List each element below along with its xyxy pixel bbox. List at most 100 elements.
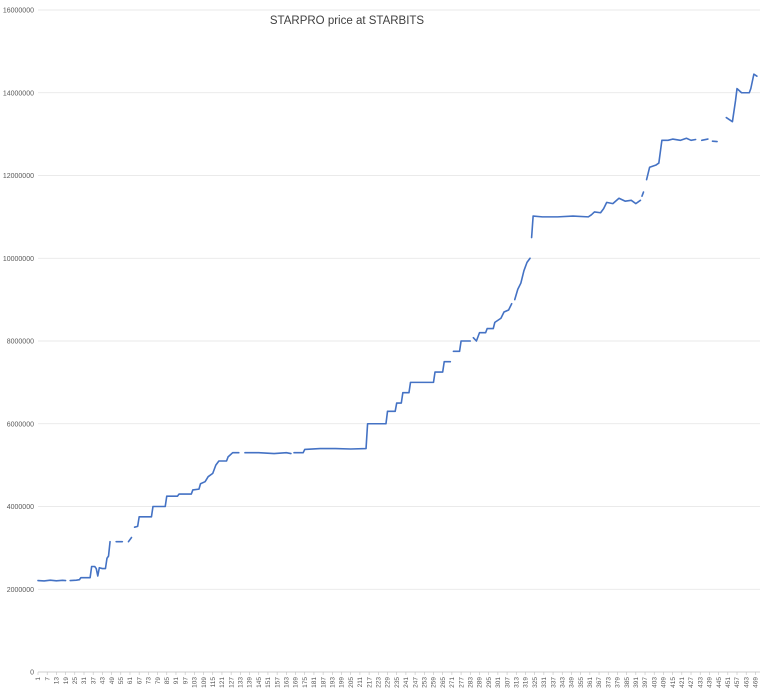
x-tick-label: 205 [348, 677, 355, 688]
x-tick-label: 391 [633, 677, 640, 688]
series-segment [37, 579, 67, 582]
x-tick-label: 427 [688, 677, 695, 688]
x-tick-label: 121 [219, 677, 226, 688]
x-tick-label: 361 [587, 677, 594, 688]
x-tick-label: 163 [284, 677, 291, 688]
series-segment [452, 340, 472, 353]
x-tick-label: 403 [651, 677, 658, 688]
x-tick-label: 283 [467, 677, 474, 688]
x-tick-label: 49 [109, 677, 116, 685]
x-tick-label: 457 [734, 677, 741, 688]
y-tick-label: 8000000 [7, 339, 34, 346]
x-tick-label: 379 [615, 677, 622, 688]
x-axis-tick-labels: 1 7 13 19 25 31 37 43 49 55 61 67 73 79 85 91 97 103 109 11… [35, 672, 760, 688]
y-tick-label: 14000000 [3, 90, 34, 97]
x-tick-label: 373 [605, 677, 612, 688]
x-tick-label: 415 [670, 677, 677, 688]
x-tick-label: 55 [118, 677, 125, 685]
x-tick-label: 67 [136, 677, 143, 685]
x-tick-label: 307 [504, 677, 511, 688]
x-tick-label: 1 [35, 677, 42, 681]
x-tick-label: 73 [146, 677, 153, 685]
x-tick-label: 241 [403, 677, 410, 688]
x-tick-label: 355 [578, 677, 585, 688]
series-segment [645, 137, 697, 181]
x-tick-label: 85 [164, 677, 171, 685]
x-tick-label: 133 [238, 677, 245, 688]
x-tick-label: 439 [707, 677, 714, 688]
x-tick-label: 223 [376, 677, 383, 688]
y-tick-label: 2000000 [7, 587, 34, 594]
y-tick-label: 4000000 [7, 504, 34, 511]
x-tick-label: 169 [293, 677, 300, 688]
x-tick-label: 13 [54, 677, 61, 685]
y-axis-tick-labels: 0 2000000 4000000 6000000 8000000 10000000 120… [3, 8, 34, 677]
x-tick-label: 277 [458, 677, 465, 688]
y-tick-label: 10000000 [3, 256, 34, 263]
y-tick-label: 0 [30, 670, 34, 677]
x-tick-label: 421 [679, 677, 686, 688]
x-tick-label: 43 [100, 677, 107, 685]
y-tick-label: 16000000 [3, 8, 34, 15]
x-tick-label: 367 [596, 677, 603, 688]
x-tick-label: 295 [486, 677, 493, 688]
series-segment [127, 536, 133, 543]
x-tick-label: 289 [477, 677, 484, 688]
x-tick-label: 433 [697, 677, 704, 688]
x-tick-label: 259 [431, 677, 438, 688]
y-tick-label: 12000000 [3, 173, 34, 180]
series-segment [472, 302, 513, 342]
chart-title: STARPRO price at STARBITS [270, 15, 425, 27]
series-segment [700, 138, 709, 142]
x-tick-label: 7 [44, 677, 51, 681]
x-tick-label: 331 [541, 677, 548, 688]
x-tick-label: 385 [624, 677, 631, 688]
x-tick-label: 157 [274, 677, 281, 688]
x-tick-label: 199 [339, 677, 346, 688]
series-segment [293, 360, 452, 454]
x-tick-label: 325 [532, 677, 539, 688]
x-tick-label: 61 [127, 677, 134, 685]
x-tick-label: 103 [192, 677, 199, 688]
x-tick-label: 349 [569, 677, 576, 688]
x-tick-label: 319 [523, 677, 530, 688]
x-tick-label: 217 [366, 677, 373, 688]
x-tick-label: 109 [201, 677, 208, 688]
x-tick-label: 25 [72, 677, 79, 685]
x-tick-label: 229 [385, 677, 392, 688]
x-tick-label: 337 [550, 677, 557, 688]
x-tick-label: 127 [228, 677, 235, 688]
x-tick-label: 397 [642, 677, 649, 688]
x-tick-label: 91 [173, 677, 180, 685]
x-tick-label: 115 [210, 677, 217, 688]
x-tick-label: 445 [716, 677, 723, 688]
x-tick-label: 451 [725, 677, 732, 688]
x-tick-label: 145 [256, 677, 263, 688]
x-tick-label: 139 [247, 677, 254, 688]
x-tick-label: 187 [320, 677, 327, 688]
x-tick-label: 409 [661, 677, 668, 688]
x-tick-label: 193 [330, 677, 337, 688]
series-segment [133, 451, 240, 528]
series-segment [513, 257, 531, 301]
x-tick-label: 343 [559, 677, 566, 688]
x-tick-label: 253 [421, 677, 428, 688]
x-tick-label: 97 [182, 677, 189, 685]
x-tick-label: 151 [265, 677, 272, 688]
x-tick-label: 469 [753, 677, 760, 688]
x-tick-label: 265 [440, 677, 447, 688]
series-segment [530, 197, 642, 239]
x-tick-label: 271 [449, 677, 456, 688]
x-tick-label: 31 [81, 677, 88, 685]
x-tick-label: 301 [495, 677, 502, 688]
series-segment [244, 451, 292, 455]
x-tick-label: 211 [357, 677, 364, 688]
x-tick-label: 175 [302, 677, 309, 688]
x-tick-label: 313 [513, 677, 520, 688]
x-tick-label: 463 [743, 677, 750, 688]
x-tick-label: 235 [394, 677, 401, 688]
x-tick-label: 79 [155, 677, 162, 685]
series-segment [641, 191, 645, 197]
